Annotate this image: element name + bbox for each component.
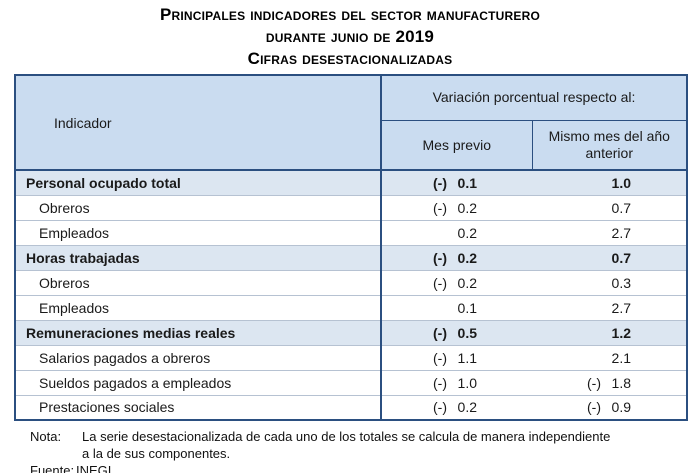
row-label: Salarios pagados a obreros [15, 345, 382, 370]
year-value: 2.7 [611, 299, 632, 316]
footer-notes: Nota: La serie desestacionalizada de cad… [30, 428, 700, 473]
table-row: Empleados 0.2 2.7 [15, 220, 688, 245]
note-label: Nota: [30, 429, 62, 444]
year-value: 1.2 [611, 324, 632, 341]
table-row-total: Horas trabajadas (-) 0.2 0.7 [15, 245, 688, 270]
prev-value: 0.2 [457, 224, 477, 241]
year-value: 1.8 [611, 374, 632, 391]
year-sign: (-) [587, 399, 602, 416]
row-label: Obreros [15, 195, 382, 220]
year-value: 0.7 [611, 249, 632, 266]
table-row: Empleados 0.1 2.7 [15, 295, 688, 320]
title-line-3: Cifras desestacionalizadas [247, 49, 453, 68]
table-row: Obreros (-) 0.2 0.3 [15, 270, 688, 295]
header-mes-previo: Mes previo [381, 120, 532, 170]
prev-value: 0.2 [457, 399, 477, 416]
row-label: Obreros [15, 270, 382, 295]
prev-value: 1.1 [457, 349, 477, 366]
row-label: Sueldos pagados a empleados [15, 370, 382, 395]
source-label: Fuente: [30, 463, 75, 473]
year-value: 2.7 [611, 224, 632, 241]
year-value: 2.1 [611, 349, 632, 366]
table-row: Prestaciones sociales (-) 0.2 (-) 0.9 [15, 395, 687, 420]
year-value: 0.7 [611, 199, 632, 216]
year-sign: (-) [587, 374, 602, 391]
table-header: Indicador Variación porcentual respecto … [15, 75, 688, 170]
row-label: Empleados [15, 220, 382, 245]
prev-sign: (-) [433, 374, 447, 391]
note: Nota: La serie desestacionalizada de cad… [30, 428, 700, 445]
row-label: Empleados [15, 295, 382, 320]
prev-value: 1.0 [457, 374, 477, 391]
row-label: Horas trabajadas [15, 245, 382, 270]
prev-value: 0.2 [457, 249, 477, 266]
prev-value: 0.5 [457, 324, 477, 341]
table-row-total: Remuneraciones medias reales (-) 0.5 1.2 [15, 320, 688, 345]
note-text-line-1: La serie desestacionalizada de cada uno … [82, 429, 611, 444]
source: Fuente: INEGI. [30, 462, 700, 473]
prev-value: 0.2 [457, 274, 477, 291]
note-text-line-2: a la de sus componentes. [82, 446, 231, 461]
header-indicator: Indicador [15, 75, 382, 170]
prev-sign: (-) [433, 199, 447, 216]
table-body: Personal ocupado total (-) 0.1 1.0 Obrero… [15, 170, 688, 420]
prev-value: 0.1 [457, 174, 477, 191]
year-value: 0.3 [611, 274, 632, 291]
prev-sign: (-) [433, 399, 447, 416]
header-row-subcolumns: Mes previo Mismo mes del año anterior [15, 120, 688, 170]
row-label: Personal ocupado total [15, 170, 382, 195]
prev-sign: (-) [433, 324, 447, 341]
row-label: Prestaciones sociales [15, 395, 382, 420]
prev-value: 0.2 [457, 199, 477, 216]
prev-sign: (-) [433, 174, 447, 191]
header-variation-group: Variación porcentual respecto al: [381, 75, 688, 121]
prev-sign: (-) [433, 349, 447, 366]
prev-value: 0.1 [457, 299, 477, 316]
year-value: 1.0 [611, 174, 632, 191]
year-value: 0.9 [611, 399, 632, 416]
prev-sign: (-) [433, 249, 447, 266]
report-title: Principales indicadores del sector manuf… [0, 0, 700, 70]
title-line-1: Principales indicadores del sector manuf… [159, 5, 541, 24]
table-row: Obreros (-) 0.2 0.7 [15, 195, 688, 220]
table-row: Salarios pagados a obreros (-) 1.1 2.1 [15, 345, 688, 370]
title-line-2: durante junio de 2019 [265, 27, 435, 46]
header-mismo-mes: Mismo mes del año anterior [531, 120, 688, 170]
row-label: Remuneraciones medias reales [15, 320, 382, 345]
source-text: INEGI. [76, 463, 116, 473]
indicators-table: Indicador Variación porcentual respecto … [14, 74, 689, 421]
table-row-total: Personal ocupado total (-) 0.1 1.0 [15, 170, 688, 195]
header-row-group: Indicador Variación porcentual respecto … [15, 75, 688, 170]
table-row: Sueldos pagados a empleados (-) 1.0 (-) 1.… [15, 370, 688, 395]
prev-sign: (-) [433, 274, 447, 291]
